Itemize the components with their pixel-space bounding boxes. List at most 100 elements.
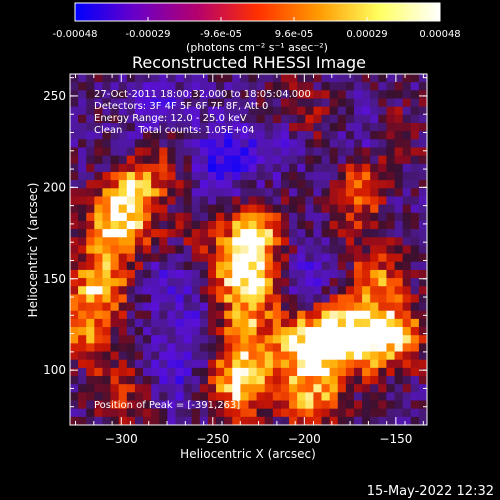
heatmap-cell: [394, 294, 404, 304]
heatmap-cell: [418, 343, 427, 353]
heatmap-cell: [78, 367, 87, 377]
heatmap-cell: [207, 90, 217, 100]
heatmap-cell: [151, 106, 160, 116]
heatmap-cell: [183, 204, 193, 214]
heatmap-cell: [151, 327, 160, 336]
heatmap-cell: [199, 269, 209, 279]
heatmap-cell: [86, 139, 95, 149]
heatmap-cell: [126, 278, 136, 287]
heatmap-cell: [159, 269, 168, 279]
heatmap-cell: [256, 261, 266, 271]
heatmap-cell: [402, 188, 412, 198]
heatmap-cell: [370, 384, 379, 393]
heatmap-cell: [143, 286, 152, 295]
heatmap-cell: [280, 122, 290, 132]
heatmap-cell: [345, 106, 355, 116]
heatmap-cell: [207, 359, 217, 369]
heatmap-cell: [305, 302, 315, 312]
heatmap-cell: [280, 147, 290, 157]
heatmap-cell: [110, 294, 120, 304]
heatmap-cell: [256, 302, 266, 312]
heatmap-cell: [240, 269, 250, 279]
heatmap-cell: [362, 302, 371, 312]
heatmap-cell: [240, 114, 250, 124]
heatmap-cell: [191, 327, 201, 336]
heatmap-cell: [159, 318, 168, 328]
heatmap-cell: [232, 98, 241, 108]
heatmap-cell: [175, 196, 185, 206]
heatmap-cell: [175, 98, 185, 108]
heatmap-cell: [199, 400, 209, 410]
heatmap-cell: [207, 310, 217, 320]
heatmap-cell: [297, 171, 306, 181]
heatmap-cell: [297, 229, 306, 238]
heatmap-cell: [297, 286, 306, 295]
heatmap-cell: [70, 294, 79, 304]
heatmap-cell: [248, 384, 258, 393]
heatmap-cell: [216, 90, 225, 100]
heatmap-cell: [118, 408, 128, 418]
heatmap-cell: [191, 343, 201, 353]
heatmap-cell: [297, 359, 306, 369]
heatmap-cell: [280, 106, 290, 116]
heatmap-cell: [418, 253, 427, 263]
heatmap-cell: [321, 82, 331, 91]
heatmap-cell: [256, 278, 266, 287]
heatmap-cell: [289, 269, 298, 279]
heatmap-cell: [321, 367, 331, 377]
heatmap-cell: [232, 82, 241, 91]
heatmap-cell: [378, 351, 388, 361]
heatmap-cell: [386, 376, 396, 385]
heatmap-cell: [264, 392, 274, 402]
heatmap-cell: [386, 318, 396, 328]
heatmap-cell: [94, 82, 104, 91]
heatmap-cell: [370, 302, 379, 312]
heatmap-cell: [272, 351, 282, 361]
heatmap-cell: [321, 384, 331, 393]
heatmap-cell: [159, 74, 168, 83]
heatmap-cell: [329, 253, 339, 263]
heatmap-cell: [305, 114, 315, 124]
heatmap-cell: [313, 359, 323, 369]
heatmap-cell: [126, 286, 136, 295]
heatmap-cell: [118, 318, 128, 328]
heatmap-cell: [70, 376, 79, 385]
heatmap-cell: [102, 122, 112, 132]
heatmap-cell: [410, 237, 420, 247]
heatmap-cell: [167, 237, 177, 247]
heatmap-cell: [362, 286, 371, 295]
heatmap-cell: [280, 327, 290, 336]
heatmap-cell: [134, 278, 144, 287]
heatmap-cell: [410, 204, 420, 214]
heatmap-cell: [118, 98, 128, 108]
heatmap-cell: [264, 253, 274, 263]
heatmap-cell: [143, 90, 152, 100]
heatmap-cell: [167, 204, 177, 214]
heatmap-cell: [207, 106, 217, 116]
heatmap-cell: [321, 204, 331, 214]
heatmap-cell: [418, 310, 427, 320]
heatmap-cell: [362, 147, 371, 157]
heatmap-cell: [418, 416, 427, 425]
heatmap-cell: [345, 139, 355, 149]
heatmap-cell: [240, 180, 250, 189]
heatmap-cell: [264, 294, 274, 304]
heatmap-cell: [151, 392, 160, 402]
heatmap-cell: [175, 171, 185, 181]
heatmap-cell: [224, 114, 233, 124]
heatmap-cell: [94, 163, 104, 173]
heatmap-cell: [167, 416, 177, 425]
heatmap-cell: [321, 376, 331, 385]
x-tick-label: −250: [196, 432, 229, 446]
heatmap-cell: [272, 139, 282, 149]
heatmap-cell: [110, 253, 120, 263]
heatmap-cell: [134, 392, 144, 402]
heatmap-cell: [394, 180, 404, 189]
heatmap-cell: [370, 335, 379, 344]
heatmap-cell: [418, 180, 427, 189]
heatmap-cell: [224, 122, 233, 132]
heatmap-cell: [183, 171, 193, 181]
heatmap-cell: [110, 400, 120, 410]
heatmap-cell: [272, 171, 282, 181]
colorbar-gradient: [74, 2, 441, 22]
